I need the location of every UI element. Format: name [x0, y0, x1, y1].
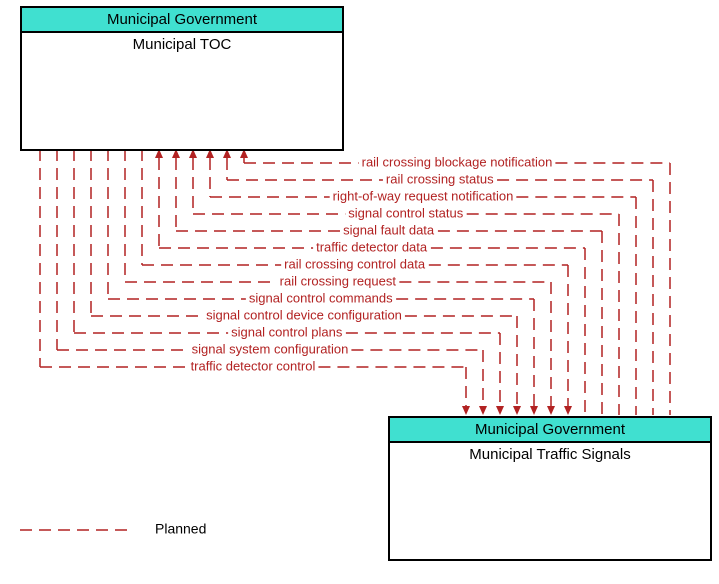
flow-label: signal fault data [343, 222, 435, 237]
bottom-box-owner: Municipal Government [390, 418, 710, 443]
top-box-owner: Municipal Government [22, 8, 342, 33]
flow-label: traffic detector data [316, 239, 428, 254]
flow-label: signal control status [348, 205, 463, 220]
flow-label: rail crossing status [386, 171, 494, 186]
flow-label: signal system configuration [192, 341, 349, 356]
flow-label: signal control device configuration [206, 307, 402, 322]
flow-label: rail crossing blockage notification [362, 154, 553, 169]
flow-label: right-of-way request notification [333, 188, 514, 203]
bottom-box-name: Municipal Traffic Signals [390, 443, 710, 466]
top-box-name: Municipal TOC [22, 33, 342, 56]
flow-label: signal control commands [249, 290, 393, 305]
flow-label: rail crossing control data [284, 256, 426, 271]
bottom-box: Municipal Government Municipal Traffic S… [388, 416, 712, 561]
top-box: Municipal Government Municipal TOC [20, 6, 344, 151]
legend-label: Planned [155, 521, 206, 537]
flow-label: traffic detector control [191, 358, 316, 373]
flow-label: rail crossing request [280, 273, 397, 288]
flow-label: signal control plans [231, 324, 343, 339]
